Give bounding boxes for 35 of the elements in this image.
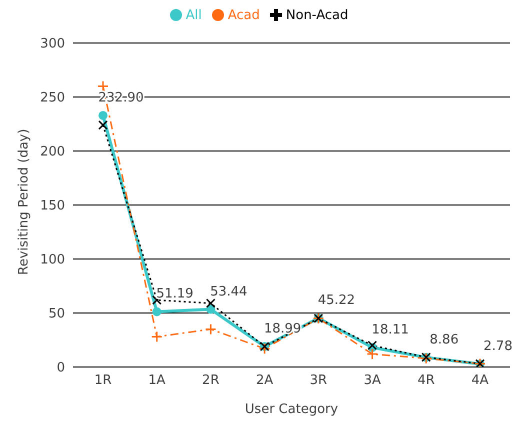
point: [206, 298, 216, 308]
x-tick-label: 4R: [417, 373, 435, 388]
y-tick-label: 0: [56, 360, 65, 376]
point: [258, 342, 270, 354]
data-label: 51.19: [156, 286, 194, 302]
point: [204, 323, 216, 335]
point: [151, 331, 163, 343]
x-tick-label: 2R: [202, 373, 220, 388]
point: [98, 110, 108, 120]
y-tick-label: 200: [40, 144, 65, 160]
legend-label: All: [186, 8, 202, 23]
y-tick-label: 150: [40, 198, 65, 214]
data-label: 2.78: [484, 339, 512, 354]
y-tick-label: 250: [40, 90, 65, 106]
data-label: 8.86: [430, 332, 459, 348]
legend-label: Non-Acad: [286, 8, 348, 23]
legend-label: Acad: [228, 8, 260, 23]
x-tick-label: 4A: [471, 373, 489, 388]
data-label: 18.11: [372, 322, 409, 338]
point: [152, 307, 162, 316]
point: [97, 80, 109, 92]
x-tick-label: 3R: [310, 373, 328, 388]
point: [98, 120, 108, 130]
x-axis-title: User Category: [244, 402, 338, 417]
y-tick-label: 100: [40, 252, 65, 268]
x-tick-label: 1R: [94, 373, 112, 388]
x-tick-label: 2A: [256, 373, 274, 388]
x-tick-label: 3A: [364, 373, 381, 388]
y-tick-label: 300: [40, 36, 65, 52]
y-tick-label: 50: [48, 306, 65, 322]
y-axis-title: Revisiting Period (day): [16, 128, 32, 275]
x-tick-label: 1A: [148, 373, 166, 388]
data-label: 45.22: [318, 293, 356, 308]
data-label: 53.44: [210, 284, 248, 300]
point: [366, 348, 378, 360]
